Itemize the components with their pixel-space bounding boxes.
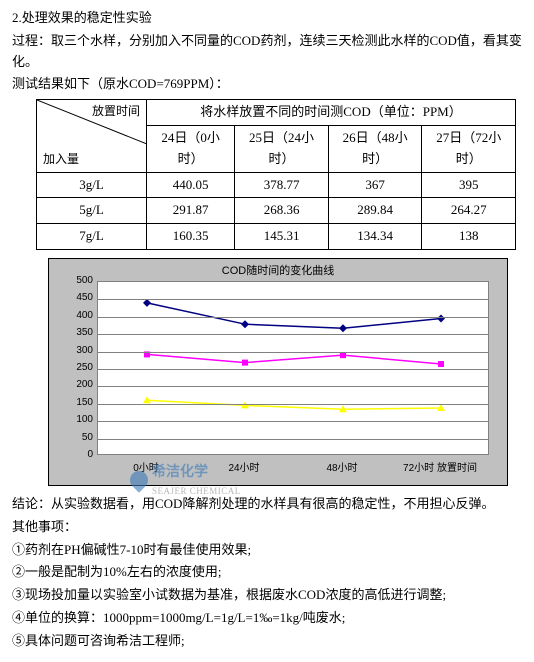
gridline	[98, 404, 488, 405]
y-tick-label: 450	[69, 290, 93, 306]
cell: 395	[422, 172, 516, 198]
gridline	[98, 334, 488, 335]
series-line	[147, 303, 441, 328]
conclusion: 结论：从实验数据看，用COD降解剂处理的水样具有很高的稳定性，不用担心反弹。	[12, 494, 522, 515]
x-tick-label: 72小时 放置时间	[403, 461, 477, 477]
y-tick-label: 150	[69, 395, 93, 411]
results-table: 放置时间 加入量 将水样放置不同的时间测COD（单位：PPM） 24日（0小时）…	[36, 99, 516, 250]
row-label: 3g/L	[37, 172, 147, 198]
cell: 289.84	[328, 198, 422, 224]
y-tick-label: 350	[69, 325, 93, 341]
table-row: 3g/L 440.05 378.77 367 395	[37, 172, 516, 198]
cell: 145.31	[235, 224, 329, 250]
gridline	[98, 386, 488, 387]
gridline	[98, 439, 488, 440]
cell: 138	[422, 224, 516, 250]
cell: 268.36	[235, 198, 329, 224]
marker-square-icon	[340, 352, 346, 358]
other-item: ③现场投加量以实验室小试数据为基准，根据废水COD浓度的高低进行调整;	[12, 585, 522, 606]
y-tick-label: 400	[69, 308, 93, 324]
plot-area	[97, 281, 489, 455]
cell: 367	[328, 172, 422, 198]
y-tick-label: 200	[69, 377, 93, 393]
gridline	[98, 369, 488, 370]
series-line	[147, 354, 441, 364]
results-intro: 测试结果如下（原水COD=769PPM）：	[12, 74, 522, 95]
watermark-en: SEAJER CHEMICAL	[152, 484, 241, 498]
watermark-zh: 希洁化学	[152, 462, 241, 484]
table-row: 5g/L 291.87 268.36 289.84 264.27	[37, 198, 516, 224]
marker-diamond-icon	[437, 315, 445, 323]
y-tick-label: 250	[69, 360, 93, 376]
y-tick-label: 500	[69, 273, 93, 289]
gridline	[98, 299, 488, 300]
y-tick-label: 50	[69, 430, 93, 446]
gridline	[98, 317, 488, 318]
super-header: 将水样放置不同的时间测COD（单位：PPM）	[147, 100, 516, 126]
cell: 134.34	[328, 224, 422, 250]
table-row: 7g/L 160.35 145.31 134.34 138	[37, 224, 516, 250]
marker-diamond-icon	[241, 320, 249, 328]
diag-top-label: 放置时间	[92, 102, 140, 121]
gridline	[98, 352, 488, 353]
other-heading: 其他事项：	[12, 517, 522, 538]
cod-chart: COD随时间的变化曲线 050 100150 200250300 350400 4505…	[48, 258, 508, 486]
marker-square-icon	[242, 360, 248, 366]
row-label: 5g/L	[37, 198, 147, 224]
other-item: ⑤具体问题可咨询希洁工程师;	[12, 631, 522, 652]
cell: 264.27	[422, 198, 516, 224]
marker-diamond-icon	[339, 324, 347, 332]
row-label: 7g/L	[37, 224, 147, 250]
section-heading: 2.处理效果的稳定性实验	[12, 8, 522, 29]
y-tick-label: 300	[69, 343, 93, 359]
x-tick-label: 48小时	[326, 461, 357, 477]
watermark-logo-icon	[126, 468, 151, 493]
cell: 291.87	[147, 198, 235, 224]
cell: 160.35	[147, 224, 235, 250]
watermark: 希洁化学 SEAJER CHEMICAL	[130, 462, 241, 499]
cell: 378.77	[235, 172, 329, 198]
other-item: ④单位的换算：1000ppm=1000mg/L=1g/L=1‰=1kg/吨废水;	[12, 608, 522, 629]
col-header: 27日（72小时）	[422, 125, 516, 172]
col-header: 26日（48小时）	[328, 125, 422, 172]
cell: 440.05	[147, 172, 235, 198]
table-diag-header: 放置时间 加入量	[37, 100, 147, 172]
gridline	[98, 421, 488, 422]
process-text: 过程：取三个水样，分别加入不同量的COD药剂，连续三天检测此水样的COD值，看其…	[12, 31, 522, 73]
y-tick-label: 100	[69, 412, 93, 428]
chart-title: COD随时间的变化曲线	[49, 259, 507, 281]
other-item: ②一般是配制为10%左右的浓度使用;	[12, 562, 522, 583]
col-header: 24日（0小时）	[147, 125, 235, 172]
col-header: 25日（24小时）	[235, 125, 329, 172]
y-tick-label: 0	[69, 447, 93, 463]
other-item: ①药剂在PH偏碱性7-10时有最佳使用效果;	[12, 540, 522, 561]
diag-bot-label: 加入量	[43, 150, 79, 169]
marker-square-icon	[438, 361, 444, 367]
